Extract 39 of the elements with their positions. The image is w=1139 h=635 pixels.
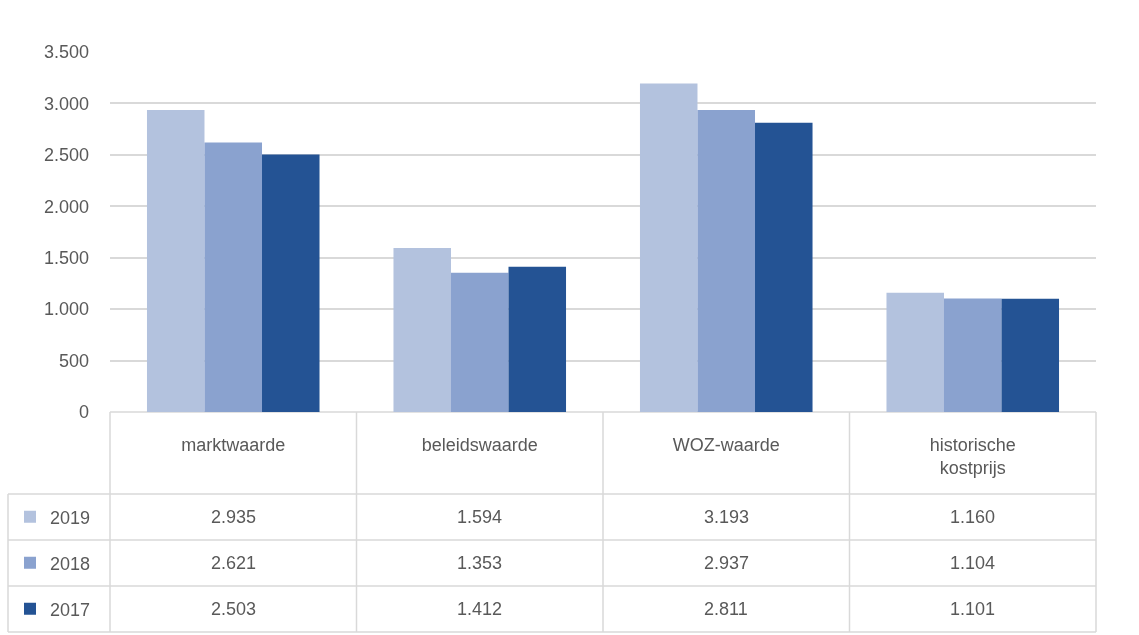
bar [755, 122, 813, 412]
bar [639, 83, 698, 412]
data-label: 1.101 [950, 599, 996, 619]
legend-label: 2018 [50, 553, 91, 574]
data-label: 1.160 [950, 507, 996, 527]
y-tick-label: 1.000 [43, 299, 89, 320]
y-tick-label: 2.000 [43, 196, 89, 217]
data-label: 1.104 [950, 553, 996, 573]
data-label: 1.353 [457, 553, 503, 573]
bar [262, 154, 320, 412]
y-tick-label: 1.500 [43, 248, 89, 269]
bar [393, 248, 451, 412]
legend-label: 2019 [50, 507, 91, 528]
y-tick-label: 0 [78, 402, 89, 423]
data-label: 2.811 [704, 599, 748, 619]
bar [886, 292, 944, 412]
bar [450, 272, 509, 412]
x-tick-label: WOZ-waarde [672, 435, 780, 455]
bar [697, 109, 756, 412]
legend-label: 2017 [50, 599, 91, 620]
bar [943, 298, 1002, 412]
data-label: 2.937 [704, 553, 750, 573]
bar [1001, 298, 1060, 412]
y-tick-label: 3.000 [43, 93, 89, 114]
bar [204, 142, 263, 412]
bar [146, 110, 205, 412]
bar [508, 266, 567, 412]
y-tick-label: 3.500 [43, 42, 89, 63]
x-tick-label: historische kostprijs [929, 435, 1016, 479]
data-label: 1.594 [457, 507, 503, 527]
data-label: 2.621 [211, 553, 257, 573]
data-label: 2.935 [211, 507, 257, 527]
y-tick-label: 2.500 [43, 145, 89, 166]
data-label: 2.503 [211, 599, 257, 619]
x-tick-label: beleidswaarde [421, 435, 538, 455]
x-tick-label: marktwaarde [181, 435, 286, 455]
y-tick-label: 500 [58, 350, 89, 371]
data-label: 3.193 [704, 507, 750, 527]
data-label: 1.412 [457, 599, 503, 619]
